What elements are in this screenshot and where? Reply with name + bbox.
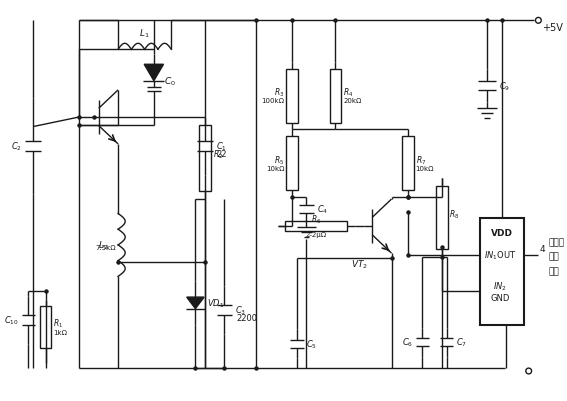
Bar xyxy=(329,69,341,124)
Text: 7.5kΩ: 7.5kΩ xyxy=(96,245,116,251)
Text: $C_1$: $C_1$ xyxy=(215,140,227,153)
Text: $R_6$: $R_6$ xyxy=(311,213,321,225)
Bar xyxy=(286,69,298,124)
Bar xyxy=(286,137,298,191)
Text: $L_1$: $L_1$ xyxy=(139,27,150,40)
Bar xyxy=(402,137,414,191)
Text: 单片机: 单片机 xyxy=(548,237,564,247)
Text: $C_2$: $C_2$ xyxy=(11,140,23,153)
Bar xyxy=(199,126,211,191)
Text: $R_4$: $R_4$ xyxy=(343,86,354,99)
Text: $L_2$: $L_2$ xyxy=(98,239,108,251)
Text: $C_5$: $C_5$ xyxy=(307,338,318,350)
Text: $VT_2$: $VT_2$ xyxy=(351,258,368,271)
Text: $C_0$: $C_0$ xyxy=(163,75,175,88)
Text: $C_4$: $C_4$ xyxy=(317,203,328,216)
Text: $IN_1$OUT: $IN_1$OUT xyxy=(484,249,516,262)
Text: $C_{10}$: $C_{10}$ xyxy=(4,314,19,326)
Polygon shape xyxy=(144,65,163,81)
Text: $IN_2$
GND: $IN_2$ GND xyxy=(490,279,509,302)
Text: $R_8$: $R_8$ xyxy=(450,208,460,220)
Text: 接收: 接收 xyxy=(548,252,558,261)
Text: $C_6$: $C_6$ xyxy=(401,336,413,348)
Text: 2-2μΩ: 2-2μΩ xyxy=(306,231,327,237)
Text: 2200: 2200 xyxy=(236,314,257,322)
Text: 100kΩ: 100kΩ xyxy=(261,98,284,104)
Text: 10kΩ: 10kΩ xyxy=(416,166,434,172)
Bar xyxy=(40,306,52,348)
Text: 20kΩ: 20kΩ xyxy=(343,98,362,104)
Text: 22: 22 xyxy=(217,150,227,159)
Text: +5V: +5V xyxy=(542,23,563,33)
Bar xyxy=(285,222,347,231)
Text: $C_7$: $C_7$ xyxy=(456,336,467,348)
Text: 引脚: 引脚 xyxy=(548,266,558,275)
Text: 1kΩ: 1kΩ xyxy=(53,329,67,335)
Text: $R_5$: $R_5$ xyxy=(274,154,284,166)
Text: $C_9$: $C_9$ xyxy=(499,80,510,93)
Text: $R_3$: $R_3$ xyxy=(274,86,284,99)
Polygon shape xyxy=(187,298,204,309)
Bar xyxy=(480,219,524,325)
Text: 4: 4 xyxy=(539,245,545,253)
Text: 10kΩ: 10kΩ xyxy=(266,166,284,172)
Text: $VD_1$: $VD_1$ xyxy=(207,297,225,309)
Text: $C_3$: $C_3$ xyxy=(235,304,246,317)
Text: VDD: VDD xyxy=(490,229,513,238)
Text: $R_7$: $R_7$ xyxy=(416,154,426,166)
Text: $R_2$: $R_2$ xyxy=(213,148,223,161)
Text: $R_1$: $R_1$ xyxy=(53,317,64,330)
Bar xyxy=(436,186,447,249)
